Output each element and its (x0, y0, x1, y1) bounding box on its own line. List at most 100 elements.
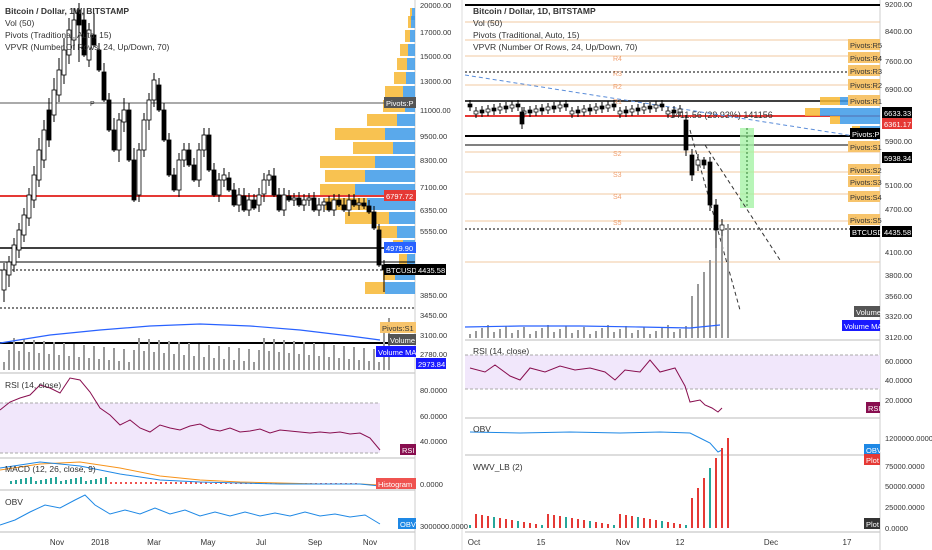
candle-body (306, 197, 312, 201)
volume-bar (28, 352, 30, 370)
volume-ma-badge: Volume MA (378, 348, 416, 357)
right-vpvr-indicator[interactable]: VPVR (Number Of Rows, 24, Up/Down, 70) (473, 42, 638, 52)
price-badge-blue-bg (384, 242, 416, 253)
macd-histogram-bar (20, 479, 22, 484)
candle-body (286, 195, 292, 201)
macd-line (0, 461, 381, 487)
btcusd-price-badge-bg (416, 264, 446, 275)
candle-body (216, 179, 222, 196)
pivot-s2-badge-bg (848, 164, 880, 175)
right-pivots-indicator[interactable]: Pivots (Traditional, Auto, 15) (473, 30, 580, 40)
candle-body (66, 29, 72, 56)
volume-bar (469, 334, 471, 338)
volume-bar (83, 345, 85, 370)
btcusd-price-badge: 4435.58 (884, 228, 911, 237)
left-rsi-label[interactable]: RSI (14, close) (5, 380, 62, 390)
candle-body (371, 211, 377, 229)
left-rsi-axis-label: 80.0000 (420, 386, 447, 395)
volume-bar (278, 352, 280, 370)
wwv-bar (493, 517, 495, 528)
candle-body (281, 194, 287, 211)
wwv-bar (613, 525, 615, 528)
candle-body (16, 229, 22, 251)
candle-body (713, 204, 719, 231)
candle-body (545, 106, 551, 111)
candle-body (527, 109, 533, 114)
candle-body (276, 194, 282, 211)
left-price-axis-label: 15000.00 (420, 52, 451, 61)
candle-body (331, 199, 337, 211)
volume-bar (253, 362, 255, 370)
macd-histogram-bar (220, 483, 222, 484)
obv-line (0, 494, 381, 526)
left-chart-title[interactable]: Bitcoin / Dollar, 1W, BITSTAMP (5, 6, 130, 16)
candle-body (569, 110, 575, 115)
candle-body (36, 149, 42, 181)
macd-histogram-bar (190, 482, 192, 484)
macd-histogram-bar (180, 482, 182, 484)
candle-body (106, 99, 112, 131)
left-rsi-axis-label: 40.0000 (420, 437, 447, 446)
pivot-r5-badge: Pivots:R5 (850, 41, 882, 50)
right-obv-label[interactable]: OBV (473, 424, 491, 434)
left-obv-label[interactable]: OBV (5, 497, 23, 507)
candle-body (261, 179, 267, 195)
vpvr-up-bar (805, 108, 820, 116)
vpvr-up-bar (410, 8, 412, 20)
pivot-r5-badge-bg (848, 39, 880, 50)
volume-bar (213, 358, 215, 370)
vpvr-down-bar (408, 44, 415, 56)
vpvr-down-bar (397, 114, 415, 126)
candle-body (111, 129, 117, 151)
volume-bar (607, 325, 609, 338)
candle-body (236, 194, 242, 206)
macd-histogram-bar (195, 482, 197, 484)
macd-histogram-bar (225, 483, 227, 484)
right-price-axis-label: 5100.00 (885, 181, 912, 190)
candle-body (241, 195, 247, 211)
candle-body (575, 109, 581, 114)
candle-body (76, 9, 82, 26)
wwv-bar (565, 517, 567, 528)
volume-bar (589, 334, 591, 338)
volume-bar (183, 355, 185, 370)
left-obv-badge-bg (398, 518, 416, 529)
candle-body (707, 161, 713, 206)
macd-histogram-bar (215, 483, 217, 484)
right-rsi-label[interactable]: RSI (14, close) (473, 346, 530, 356)
left-pivots-indicator[interactable]: Pivots (Traditional, Auto, 15) (5, 30, 112, 40)
wwv-bar (673, 523, 675, 528)
volume-bar (529, 334, 531, 338)
vpvr-up-bar (397, 58, 407, 70)
volume-bar (88, 358, 90, 370)
wwv-bar (499, 518, 501, 528)
left-price-axis-label: 6350.00 (420, 206, 447, 215)
wwv-badge-bg (864, 518, 880, 529)
left-price-axis-label: 13000.00 (420, 77, 451, 86)
volume-bar (258, 350, 260, 370)
candle-body (71, 19, 77, 41)
candle-body (701, 159, 707, 166)
candle-body (509, 104, 515, 109)
candle-body (647, 105, 653, 110)
pivot-s1-badge-bg (848, 141, 880, 152)
left-vpvr-indicator[interactable]: VPVR (Number Of Rows, 24, Up/Down, 70) (5, 42, 170, 52)
right-price-axis-label: 6900.00 (885, 85, 912, 94)
left-vol-indicator[interactable]: Vol (50) (5, 18, 35, 28)
vpvr-down-bar (403, 86, 415, 98)
right-wwv-label[interactable]: WWV_LB (2) (473, 462, 523, 472)
right-time-axis-label: Nov (616, 538, 630, 547)
wwv-bar (661, 521, 663, 528)
candle-body (356, 202, 362, 206)
right-price-axis-label: 3320.00 (885, 312, 912, 321)
left-macd-label[interactable]: MACD (12, 26, close, 9) (5, 464, 96, 474)
macd-histogram-bar (10, 481, 12, 484)
right-chart-title[interactable]: Bitcoin / Dollar, 1D, BITSTAMP (473, 6, 596, 16)
left-price-axis-label: 3450.00 (420, 311, 447, 320)
right-vol-indicator[interactable]: Vol (50) (473, 18, 503, 28)
pivot-level-label: R3 (613, 71, 622, 78)
left-time-axis-label: Nov (363, 538, 377, 547)
vpvr-up-bar (394, 72, 406, 84)
candle-body (61, 49, 67, 76)
